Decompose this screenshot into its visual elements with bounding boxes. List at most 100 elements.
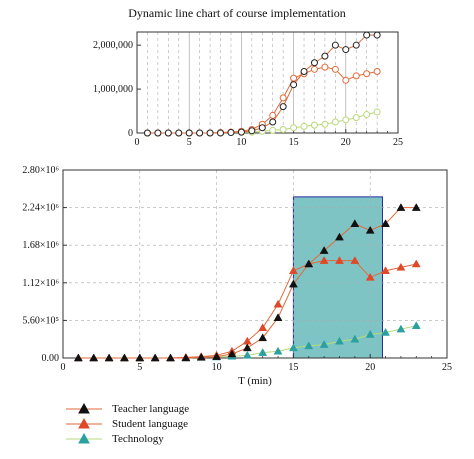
legend-label-teacher: Teacher language — [112, 402, 190, 415]
top-point-teacher — [227, 129, 235, 137]
top-point-teacher — [342, 46, 350, 54]
legend-item-teacher: Teacher language — [64, 401, 189, 416]
bottom-plot-frame — [62, 169, 448, 359]
top-y-tick-label: 1,000,000 — [93, 84, 133, 95]
bottom-point-teacher — [273, 313, 283, 321]
bottom-point-student — [365, 272, 375, 281]
bottom-x-tick-label: 15 — [288, 362, 298, 373]
top-point-student — [352, 72, 360, 80]
bottom-point-student — [381, 266, 390, 274]
top-point-teacher — [310, 59, 318, 67]
bottom-point-technology — [365, 329, 375, 338]
bottom-y-tick-label: 5.60×10⁵ — [22, 315, 59, 326]
top-point-teacher — [269, 118, 277, 126]
bottom-point-student — [411, 259, 421, 268]
bottom-point-teacher — [166, 353, 175, 362]
top-point-teacher — [154, 129, 162, 137]
top-point-student — [321, 63, 329, 71]
bottom-point-teacher — [73, 353, 83, 362]
top-point-technology — [269, 126, 277, 134]
legend-label-student: Student language — [112, 417, 189, 430]
bottom-point-teacher — [120, 353, 129, 362]
top-point-teacher — [237, 128, 245, 136]
bottom-point-teacher — [89, 353, 99, 362]
legend-swatch-technology — [66, 432, 102, 443]
bottom-y-tick-label: 0.00 — [42, 353, 60, 364]
top-point-teacher — [300, 68, 308, 76]
top-point-teacher — [217, 129, 225, 137]
bottom-point-student — [350, 256, 360, 264]
top-point-teacher — [164, 129, 172, 137]
top-point-technology — [352, 114, 360, 122]
top-point-student — [363, 70, 371, 78]
top-x-tick-label: 15 — [289, 137, 299, 148]
top-point-student — [310, 65, 318, 73]
top-point-technology — [342, 116, 350, 124]
top-point-technology — [310, 121, 318, 129]
bottom-y-tick-label: 2.80×10⁶ — [22, 165, 59, 176]
top-x-tick-label: 0 — [135, 137, 140, 148]
top-x-tick-label: 20 — [341, 137, 351, 148]
top-point-teacher — [352, 41, 360, 49]
top-point-student — [279, 94, 287, 102]
legend-swatch-student — [66, 417, 102, 428]
bottom-x-tick-label: 20 — [365, 362, 375, 373]
bottom-point-teacher — [181, 353, 191, 362]
bottom-x-tick-label: 5 — [137, 362, 142, 373]
bottom-point-technology — [411, 321, 421, 330]
top-point-teacher — [363, 31, 371, 39]
legend-item-student: Student language — [64, 416, 189, 431]
bottom-x-tick-label: 10 — [212, 362, 222, 373]
top-point-teacher — [206, 129, 214, 137]
bottom-point-teacher — [396, 203, 406, 211]
bottom-point-teacher — [350, 219, 360, 227]
bottom-point-student — [288, 266, 298, 274]
bottom-point-teacher — [135, 353, 145, 362]
bottom-point-teacher — [319, 246, 329, 254]
bottom-point-student — [273, 299, 283, 308]
legend-item-technology: Technology — [64, 431, 189, 446]
bottom-x-tick-label: 25 — [442, 362, 452, 373]
bottom-point-teacher — [288, 279, 298, 288]
top-point-student — [373, 68, 381, 76]
top-point-technology — [363, 111, 371, 119]
top-point-teacher — [290, 81, 298, 89]
bottom-x-tick-label: 0 — [61, 362, 66, 373]
top-point-student — [342, 76, 350, 84]
bottom-point-teacher — [242, 343, 252, 352]
top-y-tick-label: 2,000,000 — [93, 40, 133, 51]
top-point-technology — [331, 118, 339, 126]
bottom-point-technology — [304, 341, 314, 350]
top-point-student — [269, 111, 277, 119]
bottom-y-tick-label: 1.68×10⁶ — [22, 240, 59, 251]
bottom-point-teacher — [381, 219, 390, 227]
bottom-point-teacher — [411, 203, 421, 211]
top-x-tick-label: 5 — [187, 137, 192, 148]
chart-title: Dynamic line chart of course implementat… — [128, 6, 346, 20]
bottom-point-technology — [319, 340, 329, 348]
top-point-technology — [300, 122, 308, 130]
top-point-teacher — [143, 129, 151, 137]
top-x-tick-label: 10 — [236, 137, 246, 148]
top-point-technology — [321, 120, 329, 128]
top-point-teacher — [331, 41, 339, 49]
top-y-tick-label: 0 — [128, 128, 133, 139]
top-point-teacher — [373, 31, 381, 39]
bottom-point-technology — [273, 346, 283, 355]
bottom-point-teacher — [212, 352, 222, 360]
top-x-tick-label: 25 — [393, 137, 403, 148]
top-point-student — [331, 65, 339, 73]
bottom-point-technology — [350, 334, 360, 343]
bottom-point-student — [335, 256, 344, 264]
bottom-point-teacher — [335, 232, 344, 241]
top-point-teacher — [321, 52, 329, 60]
bottom-y-tick-label: 1.12×10⁶ — [22, 278, 59, 289]
bottom-point-teacher — [196, 352, 206, 361]
legend-swatch-teacher — [66, 402, 102, 413]
bottom-point-technology — [288, 343, 298, 352]
top-point-teacher — [175, 129, 183, 137]
bottom-point-technology — [242, 350, 252, 359]
bottom-point-teacher — [227, 349, 237, 358]
bottom-point-teacher — [104, 353, 114, 362]
